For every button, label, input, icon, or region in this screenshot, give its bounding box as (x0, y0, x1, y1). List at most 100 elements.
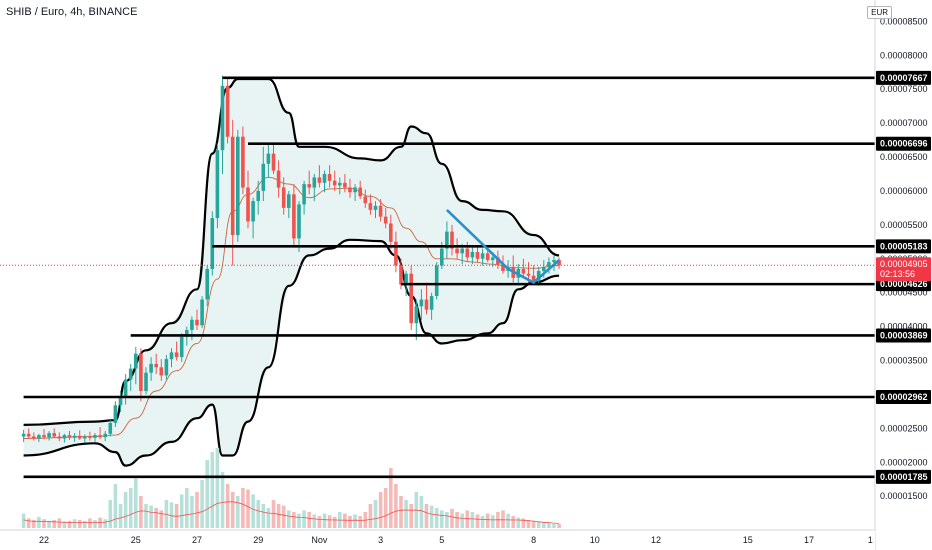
price-tick-label: 0.00006500 (880, 152, 928, 162)
candle-body (383, 216, 388, 224)
candle (307, 170, 311, 195)
candle-body (200, 299, 204, 326)
level-price-label: 0.00003869 (880, 330, 928, 340)
volume-bar (343, 513, 347, 528)
volume-bar (37, 516, 41, 528)
candle (338, 177, 342, 195)
candle-body (190, 319, 194, 330)
level-price-label: 0.00005183 (880, 241, 928, 251)
candle (292, 184, 296, 246)
volume-bar (113, 484, 118, 528)
candle (118, 391, 123, 413)
trendline (445, 208, 560, 285)
volume-bar (302, 510, 306, 528)
volume-bar (215, 448, 220, 528)
level-price-label: 0.00002962 (880, 392, 928, 402)
volume-bar (281, 505, 286, 528)
candle (281, 177, 286, 215)
price-tick-label: 0.00003500 (880, 356, 928, 366)
candle (424, 282, 429, 315)
candle (174, 341, 179, 361)
volume-bar (67, 520, 72, 528)
candle (358, 180, 362, 200)
price-tick-label: 0.00007500 (880, 84, 928, 94)
candle-body (108, 422, 113, 434)
candle-body (394, 241, 398, 266)
candle (57, 432, 62, 442)
candle (251, 197, 255, 239)
candle-body (419, 299, 424, 307)
candle (128, 363, 133, 392)
candle-body (128, 368, 133, 380)
candle (200, 296, 204, 328)
volume-bar (190, 496, 194, 528)
candle-body (118, 397, 123, 406)
candle-body (134, 353, 138, 369)
candle-body (42, 435, 46, 438)
level-price-label: 0.00007667 (880, 73, 928, 83)
candle (389, 214, 393, 249)
volume-bar (98, 517, 102, 528)
volume-bar (256, 500, 260, 528)
volume-bar (287, 510, 291, 528)
candle-body (521, 268, 526, 274)
candle-body (399, 265, 403, 285)
time-tick-label: 27 (192, 535, 202, 545)
candle-body (230, 136, 235, 236)
candle-body (179, 336, 184, 358)
volume-bar (246, 489, 250, 528)
volume-bar (26, 518, 31, 528)
time-axis[interactable]: 22 25 27 29 Nov 3 5 8 10 12 15 17 1 (0, 529, 875, 550)
candle-body (241, 136, 245, 188)
candle (159, 359, 164, 381)
candle (179, 333, 184, 362)
candle (470, 246, 475, 265)
candle-body (149, 363, 153, 373)
candle-body (491, 257, 495, 261)
candle (363, 189, 368, 208)
candle-body (485, 253, 490, 261)
volume-bar (159, 510, 164, 528)
candle-body (312, 177, 317, 188)
volume-bar (154, 508, 158, 528)
time-tick-label: 8 (531, 535, 536, 545)
volume-bar (230, 492, 235, 528)
volume-bar (445, 512, 449, 528)
time-tick-label: 15 (743, 535, 753, 545)
price-tick-label: 0.00004500 (880, 288, 928, 298)
candle-body (455, 248, 459, 254)
volume-bar (480, 516, 485, 528)
upper-band (23, 77, 560, 426)
candle-body (57, 436, 62, 439)
price-axis[interactable]: 0.00008500 0.00008000 0.00007500 0.00007000… (874, 0, 932, 550)
volume-bar (353, 514, 357, 528)
candle (52, 428, 56, 438)
candle-body (195, 319, 199, 326)
candle (144, 367, 148, 395)
candle-body (159, 367, 164, 376)
volume-bar (557, 524, 561, 528)
candle-body (552, 260, 556, 263)
currency-badge[interactable]: EUR (867, 6, 892, 19)
volume-bar (185, 488, 189, 528)
volume-bar (429, 505, 434, 528)
candle (225, 76, 230, 144)
candle-body (123, 379, 128, 398)
level-price-tag (876, 469, 931, 484)
candle-body (246, 187, 250, 222)
time-axis-bg (0, 530, 875, 550)
candle (394, 231, 398, 273)
candle (93, 433, 97, 442)
volume-bar (72, 519, 77, 528)
volume-bar (348, 516, 352, 528)
time-tick-label: Nov (311, 535, 328, 545)
volume-bar (322, 513, 327, 528)
candle (230, 119, 235, 266)
volume-bar (47, 520, 51, 528)
candle (287, 190, 291, 219)
candle (113, 401, 118, 427)
level-price-tag (876, 328, 931, 343)
volume-bar (276, 504, 281, 528)
candle (88, 431, 92, 441)
